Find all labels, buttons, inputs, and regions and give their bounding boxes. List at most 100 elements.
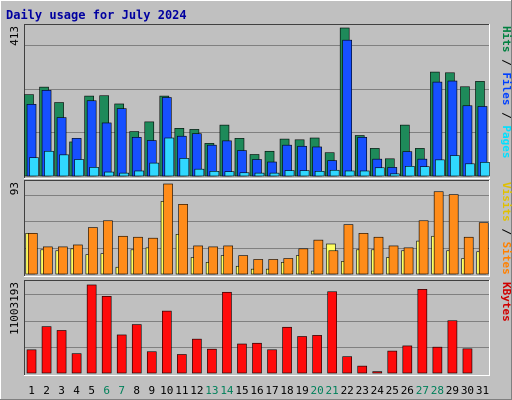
- bar-pages-day-25: [389, 173, 400, 177]
- x-tick-label: 3: [58, 384, 65, 397]
- bar-sites-day-9: [148, 237, 158, 275]
- bar-sites-day-3: [58, 246, 68, 275]
- bar-sites-day-30: [463, 236, 474, 275]
- bar-kbytes-day-24: [372, 371, 383, 374]
- bar-pages-day-27: [420, 166, 430, 177]
- ymax-label-top: 413: [8, 26, 21, 46]
- x-tick-label: 17: [265, 384, 278, 397]
- bar-pages-day-26: [405, 166, 415, 177]
- bar-pages-day-10: [164, 137, 175, 177]
- bar-kbytes-day-7: [116, 334, 127, 374]
- legend-entry: /: [500, 106, 512, 126]
- bar-kbytes-day-14: [222, 291, 232, 374]
- x-tick-label: 19: [295, 384, 308, 397]
- x-tick-label: 13: [205, 384, 218, 397]
- panel-middle: 93 Visits / Sites: [8, 180, 512, 277]
- bar-pages-day-29: [450, 155, 460, 177]
- x-tick-label: 22: [341, 384, 354, 397]
- bar-files-day-5: [86, 100, 97, 177]
- bar-sites-day-28: [433, 191, 444, 275]
- bar-sites-day-13: [208, 246, 218, 275]
- legend-entry: Visits: [500, 182, 512, 222]
- x-tick-label: 25: [386, 384, 399, 397]
- bar-kbytes-day-11: [177, 354, 187, 374]
- x-tick-label: 9: [148, 384, 155, 397]
- bar-pages-day-7: [119, 172, 130, 177]
- bar-kbytes-day-25: [387, 350, 398, 374]
- bar-pages-day-24: [374, 167, 385, 177]
- bar-files-day-7: [116, 108, 127, 177]
- bar-kbytes-day-27: [417, 289, 428, 374]
- x-tick-label: 18: [280, 384, 293, 397]
- bar-sites-day-24: [373, 236, 384, 275]
- bar-sites-day-22: [343, 224, 354, 275]
- legend-entry: /: [500, 222, 512, 242]
- bar-pages-day-15: [239, 172, 250, 177]
- bar-files-day-6: [101, 122, 112, 177]
- x-tick-label: 10: [160, 384, 173, 397]
- x-tick-label: 30: [461, 384, 474, 397]
- bar-kbytes-day-6: [101, 296, 112, 374]
- bar-files-day-8: [131, 137, 142, 177]
- x-tick-label: 5: [88, 384, 95, 397]
- bar-kbytes-day-26: [402, 345, 413, 374]
- bar-pages-day-23: [359, 170, 370, 177]
- bar-kbytes-day-29: [447, 320, 458, 374]
- bar-sites-day-2: [42, 246, 53, 275]
- x-tick-label: 24: [371, 384, 385, 397]
- x-tick-label: 7: [118, 384, 125, 397]
- bar-kbytes-day-10: [162, 310, 172, 374]
- x-tick-label: 21: [326, 384, 339, 397]
- x-tick-label: 20: [311, 384, 324, 397]
- bar-pages-day-18: [284, 170, 295, 177]
- bar-pages-day-16: [254, 172, 265, 177]
- bar-sites-day-18: [283, 258, 294, 275]
- legend-bottom: KBytes: [500, 282, 512, 322]
- bar-sites-day-8: [133, 236, 143, 275]
- legend-entry: Sites: [500, 242, 512, 275]
- bar-sites-day-16: [253, 259, 264, 275]
- bar-kbytes-day-28: [432, 346, 443, 374]
- bar-files-day-15: [237, 150, 247, 177]
- bar-kbytes-day-23: [357, 365, 368, 374]
- bar-kbytes-day-1: [26, 349, 37, 374]
- bar-pages-day-14: [224, 171, 235, 177]
- x-tick-label: 8: [133, 384, 140, 397]
- x-tick-label: 15: [235, 384, 248, 397]
- x-tick-label: 2: [43, 384, 50, 397]
- bar-kbytes-day-15: [237, 343, 247, 374]
- bar-sites-day-1: [27, 233, 38, 275]
- chart-title: Daily usage for July 2024: [6, 8, 187, 22]
- bar-sites-day-10: [163, 183, 173, 275]
- bar-sites-day-20: [313, 239, 324, 275]
- bar-kbytes-day-8: [131, 324, 142, 374]
- bar-pages-day-8: [134, 170, 145, 177]
- bar-kbytes-day-3: [56, 330, 67, 374]
- bar-pages-day-31: [480, 162, 490, 177]
- x-tick-label: 16: [250, 384, 263, 397]
- x-axis-labels: 1 2 3 4 5 6 7 8 9 10 11 12 13 14 15 16 17 18 19 20 21 22 23 24 2…: [28, 384, 489, 397]
- panel-top: 413 Hits / Files / Pages: [8, 24, 512, 179]
- panel-bottom: 11003193 KBytes: [8, 280, 512, 376]
- legend-entry: Hits: [500, 26, 512, 53]
- bar-sites-day-7: [118, 235, 128, 275]
- legend-entry: Pages: [500, 125, 512, 158]
- bar-sites-day-12: [193, 245, 203, 275]
- bar-files-day-14: [222, 140, 232, 177]
- x-tick-label: 14: [220, 384, 234, 397]
- bar-pages-day-17: [269, 172, 280, 177]
- legend-entry: Files: [500, 72, 512, 105]
- legend-top: Hits / Files / Pages: [500, 26, 512, 159]
- bar-sites-day-21: [328, 250, 339, 275]
- bar-sites-day-25: [388, 245, 399, 275]
- x-tick-label: 4: [73, 384, 80, 397]
- bar-kbytes-day-13: [207, 348, 217, 374]
- bar-kbytes-day-16: [252, 342, 262, 374]
- bar-pages-day-21: [329, 169, 340, 177]
- bar-sites-day-31: [478, 222, 489, 275]
- x-tick-label: 23: [356, 384, 369, 397]
- bar-kbytes-day-21: [327, 291, 337, 374]
- chart-panels: 413 Hits / Files / Pages 93 Visits / Sites 1…: [8, 24, 512, 376]
- x-tick-label: 1: [28, 384, 35, 397]
